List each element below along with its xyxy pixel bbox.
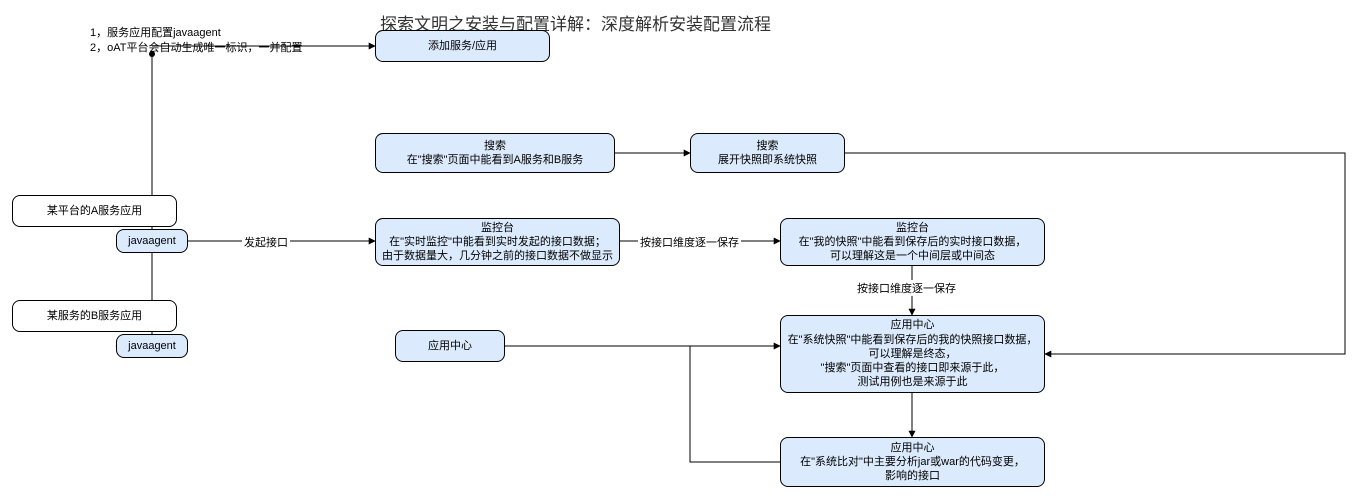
node-search2: 搜索展开快照即系统快照 — [690, 133, 845, 173]
edge-label-lbl_save2: 按接口维度逐一保存 — [855, 280, 958, 296]
node-svc_b: 某服务的B服务应用 — [12, 300, 177, 332]
edge-label-lbl_invoke: 发起接口 — [242, 234, 290, 250]
node-appcenter2: 应用中心在"系统比对"中主要分析jar或war的代码变更，影响的接口 — [780, 437, 1045, 487]
node-add_service: 添加服务/应用 — [375, 30, 550, 62]
node-monitor1: 监控台在"实时监控"中能看到实时发起的接口数据；由于数据量大，几分钟之前的接口数… — [375, 218, 620, 266]
node-svc_a: 某平台的A服务应用 — [12, 195, 177, 227]
edges-layer — [0, 0, 1362, 500]
node-monitor2: 监控台在"我的快照"中能看到保存后的实时接口数据，可以理解这是一个中间层或中间态 — [780, 218, 1045, 266]
node-agent_a: javaagent — [116, 229, 188, 253]
diagram-canvas: 探索文明之安装与配置详解：深度解析安装配置流程 1，服务应用配置javaagen… — [0, 0, 1362, 500]
node-search1: 搜索在"搜索"页面中能看到A服务和B服务 — [375, 133, 615, 173]
node-appcenter1: 应用中心在"系统快照"中能看到保存后的我的快照接口数据，可以理解是终态，"搜索"… — [780, 315, 1045, 393]
node-agent_b: javaagent — [116, 334, 188, 358]
edge-label-lbl_save1: 按接口维度逐一保存 — [638, 234, 741, 250]
node-appcenter0: 应用中心 — [395, 330, 505, 362]
note-note1: 1，服务应用配置javaagent2，oAT平台会自动生成唯一标识，一并配置 — [90, 26, 302, 57]
